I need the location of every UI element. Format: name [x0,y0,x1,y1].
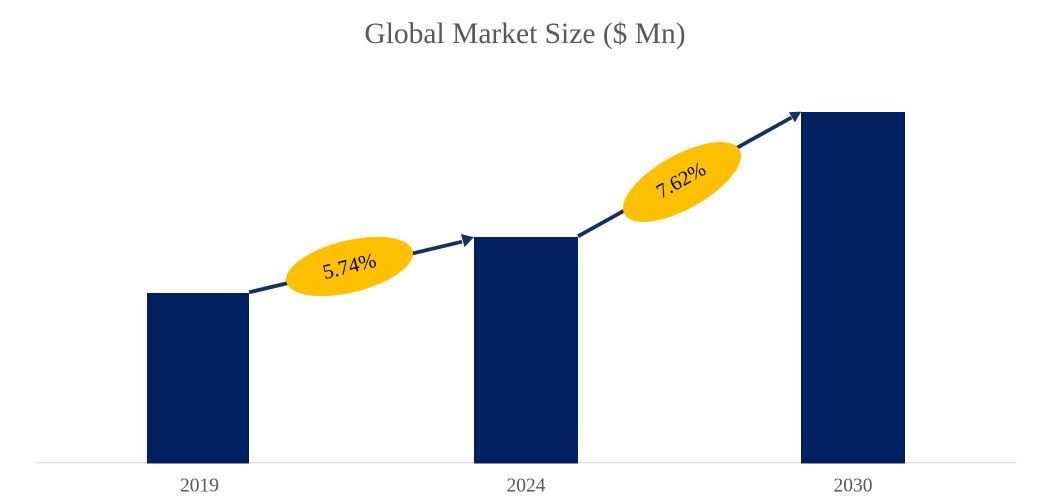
svg-text:Global Market Size ($ Mn): Global Market Size ($ Mn) [364,18,685,50]
svg-text:2024: 2024 [507,476,546,497]
svg-text:2030: 2030 [834,476,873,497]
svg-text:2019: 2019 [180,476,219,497]
